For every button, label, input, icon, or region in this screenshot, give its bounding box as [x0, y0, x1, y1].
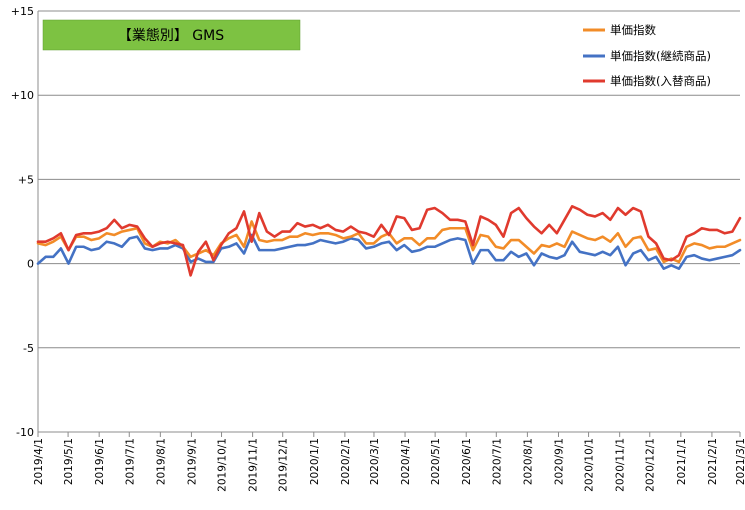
legend-label-1: 単価指数: [610, 23, 656, 37]
x-tick-label: 2020/11/1: [615, 438, 627, 492]
category-tag-label: 【業態別】 GMS: [118, 28, 224, 44]
x-tick-label: 2019/10/1: [217, 438, 229, 492]
x-tick-label: 2020/9/1: [553, 438, 565, 485]
series-lines: [36, 205, 742, 277]
category-tag-box: [42, 19, 301, 51]
x-tick-label: 2020/6/1: [461, 438, 473, 485]
y-tick-label: -5: [23, 342, 34, 355]
x-tick-label: 2019/8/1: [155, 438, 167, 485]
legend-label-2: 単価指数(継続商品): [610, 49, 711, 63]
series-line-2: [36, 233, 742, 270]
y-tick-label: -10: [16, 426, 34, 439]
y-tick-label: +15: [11, 5, 34, 18]
x-tick-labels: 2019/4/1 2019/5/1 2019/6/1 2019/7/1 2019/8/1…: [33, 438, 745, 492]
x-tick-label: 2019/9/1: [186, 438, 198, 485]
x-tick-label: 2020/7/1: [491, 438, 503, 485]
x-tick-label: 2020/2/1: [340, 438, 352, 485]
x-tick-label: 2020/3/1: [369, 438, 381, 485]
y-tick-labels: +15 +10 +5 0 -5 -10: [11, 5, 34, 439]
x-tick-label: 2020/8/1: [522, 438, 534, 485]
x-tick-label: 2019/12/1: [278, 438, 290, 492]
series-line-3: [36, 205, 742, 277]
x-tick-label: 2020/1/1: [309, 438, 321, 485]
x-tick-label: 2019/7/1: [124, 438, 136, 485]
y-tick-label: 0: [27, 258, 34, 271]
category-tag: 【業態別】 GMS: [42, 19, 301, 51]
x-tick-label: 2019/11/1: [248, 438, 260, 492]
x-tick-label: 2021/2/1: [707, 438, 719, 485]
legend-label-3: 単価指数(入替商品): [610, 74, 711, 88]
gridlines: [38, 10, 740, 433]
x-tick-label: 2020/10/1: [584, 438, 596, 492]
x-tick-label: 2020/5/1: [430, 438, 442, 485]
y-tick-label: +10: [11, 89, 34, 102]
y-tick-label: +5: [18, 173, 34, 186]
axes: [37, 11, 741, 437]
x-tick-label: 2020/4/1: [400, 438, 412, 485]
x-tick-label: 2021/3/1: [735, 438, 745, 485]
x-tick-label: 2019/6/1: [94, 438, 106, 485]
x-tick-label: 2020/12/1: [645, 438, 657, 492]
x-tick-label: 2019/5/1: [63, 438, 75, 485]
x-tick-label: 2019/4/1: [33, 438, 45, 485]
x-tick-label: 2021/1/1: [676, 438, 688, 485]
